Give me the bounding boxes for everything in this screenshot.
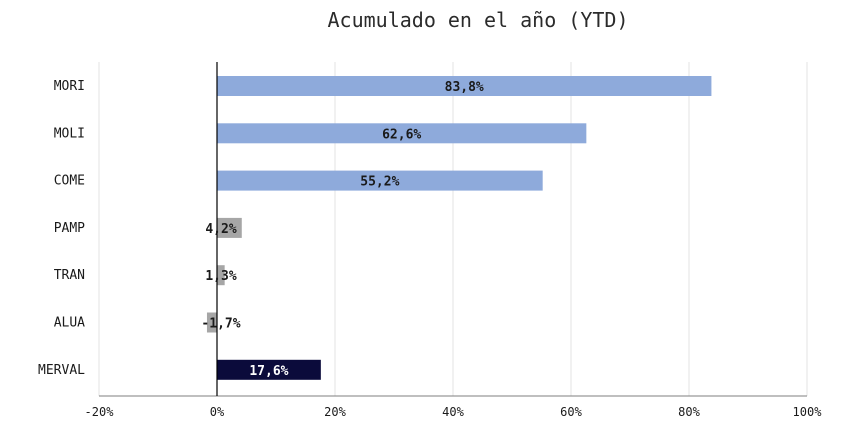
- category-label: COME: [54, 174, 85, 189]
- bar-pamp: [217, 217, 242, 238]
- data-label: -1,7%: [201, 317, 240, 332]
- gridlines: [98, 62, 808, 396]
- bar-moli: [217, 123, 587, 144]
- data-label: 62,6%: [382, 127, 421, 142]
- x-tick-label: 0%: [210, 405, 225, 419]
- axes: [99, 62, 807, 397]
- x-tick-label: 80%: [678, 405, 700, 419]
- bar-alua: [206, 312, 217, 333]
- x-tick-label: 60%: [560, 405, 582, 419]
- bar-come: [217, 170, 543, 191]
- category-label: TRAN: [54, 268, 85, 283]
- data-label: 55,2%: [360, 175, 399, 190]
- bars: [206, 76, 712, 380]
- data-label: 4,2%: [205, 222, 236, 237]
- category-label: MOLI: [54, 126, 85, 141]
- data-label: 83,8%: [445, 80, 484, 95]
- category-label: PAMP: [54, 221, 85, 236]
- category-label: MERVAL: [38, 363, 85, 378]
- x-tick-label: 40%: [442, 405, 464, 419]
- x-tick-label: 20%: [324, 405, 346, 419]
- bar-mori: [217, 76, 712, 96]
- category-label: MORI: [54, 79, 85, 94]
- category-label: ALUA: [54, 316, 85, 331]
- x-tick-label: 100%: [793, 405, 823, 419]
- labels: -20% 0% 20% 40% 60% 80% 100% MORI 83,8% MOLI 62,6%…: [38, 79, 822, 419]
- chart-title: Acumulado en el año (YTD): [327, 8, 628, 32]
- bar-tran: [217, 265, 225, 286]
- data-label: 1,3%: [205, 269, 236, 284]
- data-label: 17,6%: [249, 364, 288, 379]
- x-tick-label: -20%: [85, 405, 115, 419]
- bar-merval: [217, 359, 321, 380]
